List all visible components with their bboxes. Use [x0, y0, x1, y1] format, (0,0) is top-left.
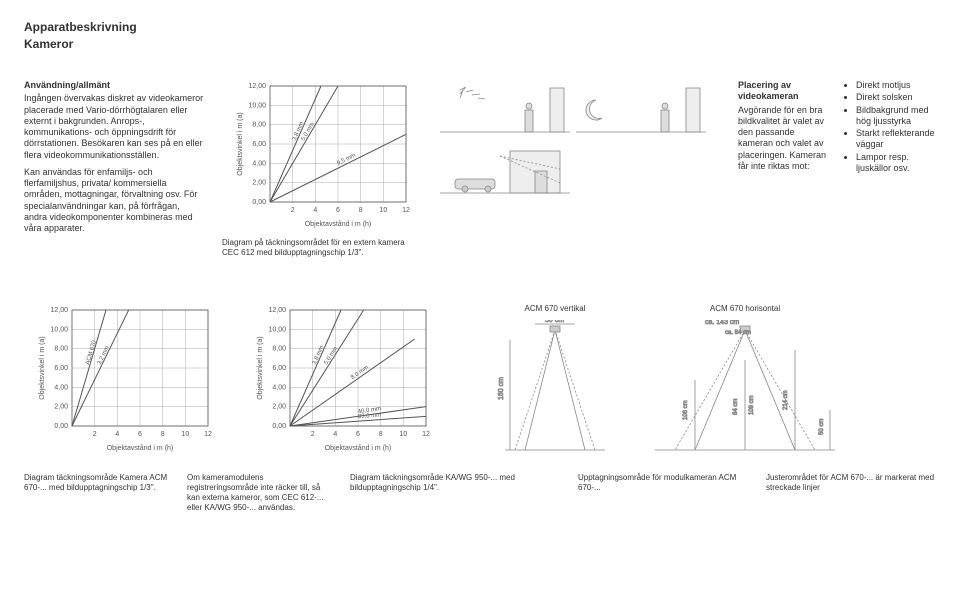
avoid-list: Direkt motljusDirekt solsken Bildbakgrund… [844, 80, 938, 174]
svg-text:4,00: 4,00 [54, 384, 68, 391]
chart1-column: 0,002,004,006,008,0010,0012,00246810123,… [222, 80, 422, 264]
svg-text:0,00: 0,00 [272, 423, 286, 430]
chart3-column: 0,002,004,006,008,0010,0012,00246810123,… [242, 304, 442, 463]
svg-text:8,00: 8,00 [252, 122, 266, 129]
svg-text:160 cm: 160 cm [498, 377, 505, 400]
svg-text:2: 2 [291, 207, 295, 214]
svg-text:8,0 mm: 8,0 mm [350, 365, 370, 381]
svg-text:4: 4 [313, 207, 317, 214]
picto-sun-rays [440, 80, 570, 135]
svg-text:5,0 mm: 5,0 mm [323, 346, 339, 366]
svg-text:Objektavstånd i m (h): Objektavstånd i m (h) [107, 444, 174, 452]
acm-vertical-title: ACM 670 vertikal [495, 304, 615, 314]
svg-text:3,2 mm: 3,2 mm [97, 345, 111, 366]
svg-text:4,00: 4,00 [272, 384, 286, 391]
page-title: Apparatbeskrivning [24, 20, 936, 35]
svg-text:4: 4 [115, 431, 119, 438]
svg-text:Objektsvinkel i m (a): Objektsvinkel i m (a) [39, 336, 46, 399]
chart2-column: 0,00 2,00 4,00 6,00 8,00 10,00 12,00 2 4 6 8 10 12 AC… [24, 304, 224, 463]
acm-caption-a: Upptagningsområde för modulkameran ACM 6… [578, 473, 748, 513]
svg-text:106 cm: 106 cm [683, 400, 689, 420]
chart2-svg: 0,00 2,00 4,00 6,00 8,00 10,00 12,00 2 4 6 8 10 12 AC… [34, 304, 214, 454]
svg-text:8,00: 8,00 [54, 346, 68, 353]
avoid-list-item: Lampor resp. ljuskällor osv. [856, 152, 938, 175]
acm-diagram-column: ACM 670 vertikal 160 cm 50 cm [460, 304, 880, 463]
usage-p2: Kan användas för enfamiljs- och flerfami… [24, 167, 204, 235]
svg-text:6: 6 [138, 431, 142, 438]
svg-text:10: 10 [379, 207, 387, 214]
svg-text:4,00: 4,00 [252, 160, 266, 167]
svg-text:Objektsvinkel i m (a): Objektsvinkel i m (a) [257, 336, 264, 399]
svg-text:8,00: 8,00 [272, 346, 286, 353]
pictograms-column [440, 80, 720, 264]
svg-text:4: 4 [333, 431, 337, 438]
chart1-svg: 0,002,004,006,008,0010,0012,00246810123,… [232, 80, 412, 230]
svg-text:8: 8 [379, 431, 383, 438]
placement-column: Placering av videokameran Avgörande för … [738, 80, 938, 264]
svg-text:12,00: 12,00 [50, 307, 68, 314]
acm-horizontal-svg: ca. 143 cm ca. 84 cm 106 cm 84 cm 109 cm… [645, 320, 845, 460]
svg-text:109 cm: 109 cm [749, 395, 755, 415]
svg-text:2: 2 [93, 431, 97, 438]
svg-text:2,00: 2,00 [272, 404, 286, 411]
svg-text:83,0 mm: 83,0 mm [358, 413, 382, 421]
bottom-captions-row: Diagram täckningsområde Kamera ACM 670-.… [24, 473, 936, 513]
svg-text:12,00: 12,00 [248, 83, 266, 90]
picto-car-house [440, 141, 570, 196]
usage-heading: Användning/allmänt [24, 80, 204, 91]
svg-text:12: 12 [204, 431, 212, 438]
svg-text:Objektavstånd i m (h): Objektavstånd i m (h) [325, 444, 392, 452]
picto-moon [576, 80, 706, 135]
svg-text:ca. 84 cm: ca. 84 cm [725, 330, 751, 336]
chart3-caption: Diagram täckningsområde KA/WG 950-... me… [350, 473, 530, 513]
usage-text-column: Användning/allmänt Ingången övervakas di… [24, 80, 204, 264]
top-row: Användning/allmänt Ingången övervakas di… [24, 80, 936, 264]
svg-text:214 cm: 214 cm [783, 390, 789, 410]
svg-text:Objektsvinkel i m (a): Objektsvinkel i m (a) [237, 112, 244, 175]
svg-text:Objektavstånd i m (h): Objektavstånd i m (h) [305, 220, 372, 228]
placement-body: Avgörande för en bra bildkvalitet är val… [738, 105, 832, 173]
acm-horizontal-title: ACM 670 horisontal [645, 304, 845, 314]
svg-text:8: 8 [359, 207, 363, 214]
acm-vertical-svg: 160 cm 50 cm [495, 320, 615, 460]
placement-heading: Placering av videokameran [738, 80, 832, 103]
svg-text:10: 10 [181, 431, 189, 438]
bottom-row: 0,00 2,00 4,00 6,00 8,00 10,00 12,00 2 4 6 8 10 12 AC… [24, 304, 936, 463]
page-subtitle: Kameror [24, 37, 936, 52]
svg-text:12: 12 [402, 207, 410, 214]
svg-text:6: 6 [356, 431, 360, 438]
svg-text:12,00: 12,00 [268, 307, 286, 314]
svg-text:2,00: 2,00 [54, 404, 68, 411]
svg-text:2,00: 2,00 [252, 180, 266, 187]
svg-text:6,00: 6,00 [252, 141, 266, 148]
avoid-list-item: Bildbakgrund med hög ljusstyrka [856, 105, 938, 128]
svg-text:6: 6 [336, 207, 340, 214]
svg-text:10,00: 10,00 [248, 102, 266, 109]
svg-text:50 cm: 50 cm [819, 419, 825, 435]
svg-text:12: 12 [422, 431, 430, 438]
usage-p1: Ingången övervakas diskret av videokamer… [24, 93, 204, 161]
svg-text:84 cm: 84 cm [733, 399, 739, 415]
avoid-list-item: Direkt solsken [856, 92, 938, 103]
chart3-svg: 0,002,004,006,008,0010,0012,00246810123,… [252, 304, 432, 454]
svg-text:ACM 670: ACM 670 [85, 339, 98, 365]
chart1-caption: Diagram på täckningsområdet för en exter… [222, 238, 422, 258]
svg-text:50 cm: 50 cm [545, 320, 564, 324]
svg-text:6,00: 6,00 [54, 365, 68, 372]
svg-text:0,00: 0,00 [252, 199, 266, 206]
avoid-list-item: Direkt motljus [856, 80, 938, 91]
svg-text:6,00: 6,00 [272, 365, 286, 372]
svg-text:8: 8 [161, 431, 165, 438]
avoid-list-item: Starkt reflekterande väggar [856, 128, 938, 151]
svg-text:2: 2 [311, 431, 315, 438]
svg-text:10: 10 [399, 431, 407, 438]
svg-text:ca. 143 cm: ca. 143 cm [705, 320, 739, 326]
chart2-caption-a: Diagram täckningsområde Kamera ACM 670-.… [24, 473, 169, 513]
svg-text:10,00: 10,00 [268, 326, 286, 333]
svg-text:0,00: 0,00 [54, 423, 68, 430]
acm-caption-b: Justerområdet för ACM 670-... är markera… [766, 473, 936, 513]
chart2-caption-b: Om kameramodulens registreringsområde in… [187, 473, 332, 513]
svg-text:10,00: 10,00 [50, 326, 68, 333]
